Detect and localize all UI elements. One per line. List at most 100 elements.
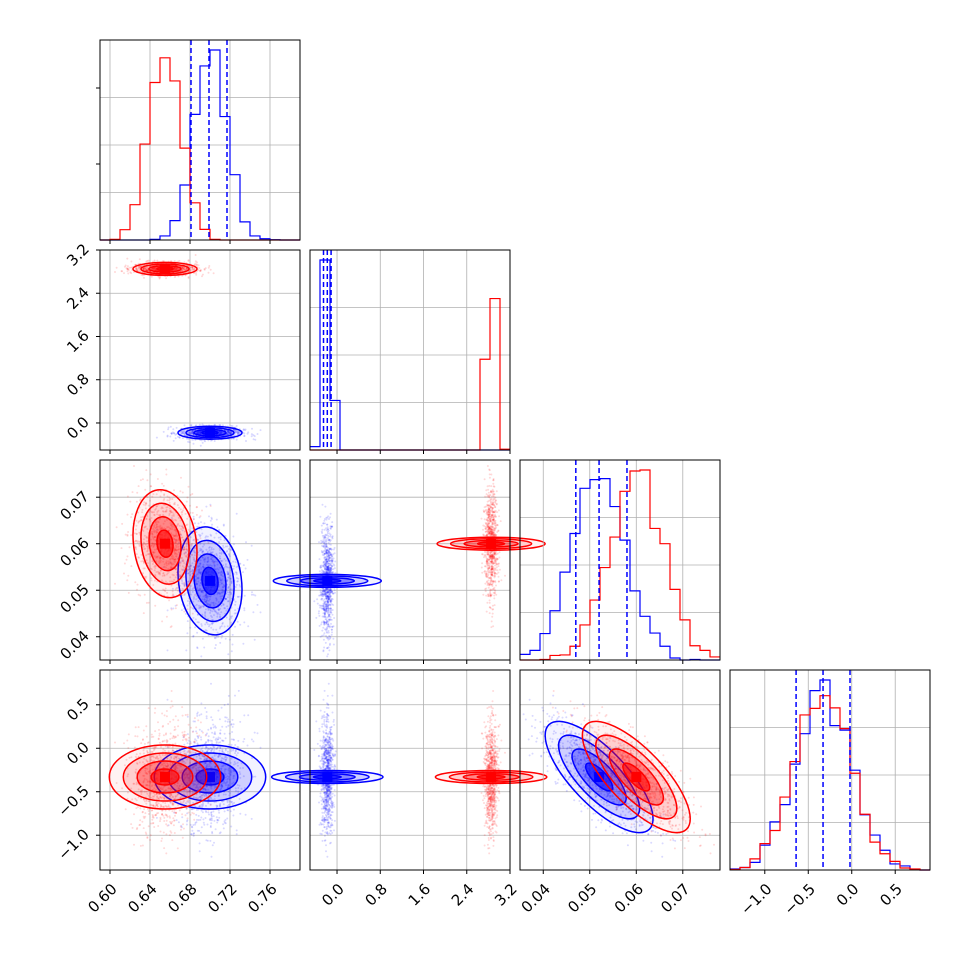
scatter-point [328, 556, 331, 559]
scatter-point [131, 491, 134, 494]
scatter-point [231, 633, 234, 636]
scatter-point [331, 521, 334, 524]
scatter-point [197, 432, 200, 435]
scatter-point [136, 491, 139, 494]
scatter-point [182, 266, 185, 269]
scatter-point [150, 275, 153, 278]
scatter-point [318, 558, 321, 561]
scatter-point [154, 604, 157, 607]
scatter-point [190, 269, 192, 272]
scatter-point [482, 593, 485, 596]
scatter-point [481, 553, 483, 556]
scatter-point [169, 435, 172, 438]
scatter-point [138, 258, 141, 261]
scatter-point [199, 432, 202, 434]
scatter-point [326, 655, 329, 658]
scatter-point [243, 607, 246, 610]
scatter-point [195, 272, 197, 275]
scatter-point [229, 432, 232, 435]
scatter-point [234, 625, 236, 628]
scatter-point [213, 440, 216, 442]
scatter-point [173, 268, 176, 271]
scatter-point [321, 503, 324, 506]
scatter-point [229, 432, 232, 435]
scatter-point [198, 430, 201, 433]
scatter-point [197, 431, 200, 434]
scatter-point [229, 432, 232, 435]
scatter-point [201, 423, 204, 426]
scatter-point [189, 268, 192, 271]
scatter-point [493, 586, 496, 589]
scatter-point [324, 505, 327, 508]
scatter-point [192, 518, 195, 521]
scatter-point [485, 594, 488, 597]
scatter-point [498, 556, 501, 559]
scatter-point [186, 620, 189, 623]
scatter-point [237, 432, 240, 435]
scatter-point [228, 430, 231, 433]
scatter-point [480, 517, 483, 520]
scatter-point [177, 275, 180, 278]
scatter-point [331, 525, 334, 528]
scatter-point [197, 264, 200, 267]
scatter-point [149, 473, 152, 476]
scatter-point [181, 430, 184, 433]
scatter-point [217, 635, 220, 638]
scatter-point [321, 528, 324, 531]
scatter-point [190, 423, 193, 426]
scatter-point [322, 539, 325, 542]
scatter-point [329, 569, 332, 572]
scatter-point [199, 269, 202, 271]
scatter-point [226, 430, 229, 432]
scatter-point [221, 432, 224, 435]
scatter-point [234, 430, 237, 433]
scatter-point [189, 432, 192, 435]
panel-frame [99, 39, 301, 241]
scatter-point [230, 432, 233, 435]
scatter-point [210, 518, 213, 520]
scatter-point [250, 435, 253, 438]
scatter-point [254, 594, 257, 597]
scatter-point [227, 431, 230, 434]
scatter-point [136, 583, 139, 586]
scatter-point [486, 601, 489, 604]
scatter-point [230, 424, 233, 427]
scatter-point [332, 548, 335, 551]
scatter-point [330, 557, 333, 560]
scatter-point [135, 500, 138, 503]
scatter-point [191, 267, 194, 270]
scatter-point [331, 571, 334, 574]
scatter-point [131, 513, 134, 516]
scatter-point [321, 544, 324, 547]
scatter-point [236, 431, 239, 434]
scatter-point [243, 435, 246, 438]
scatter-point [329, 566, 332, 569]
scatter-point [322, 638, 325, 641]
scatter-point [194, 254, 197, 256]
scatter-point [329, 527, 332, 530]
scatter-point [173, 489, 175, 492]
scatter-point [166, 434, 169, 437]
scatter-point [323, 592, 326, 595]
scatter-point [221, 634, 224, 637]
scatter-point [325, 516, 328, 519]
scatter-point [320, 623, 323, 626]
scatter-point [235, 438, 238, 441]
scatter-point [325, 634, 327, 637]
scatter-point [235, 425, 238, 427]
scatter-point [326, 595, 329, 598]
scatter-point [144, 488, 147, 491]
scatter-point [325, 544, 328, 547]
scatter-point [189, 511, 192, 514]
scatter-point [480, 566, 483, 569]
scatter-point [189, 269, 192, 272]
scatter-point [187, 259, 190, 262]
scatter-point [130, 260, 133, 263]
scatter-point [120, 547, 123, 550]
scatter-point [328, 564, 330, 567]
scatter-point [199, 432, 202, 435]
scatter-point [243, 432, 246, 435]
scatter-point [178, 259, 181, 262]
scatter-point [166, 609, 169, 612]
